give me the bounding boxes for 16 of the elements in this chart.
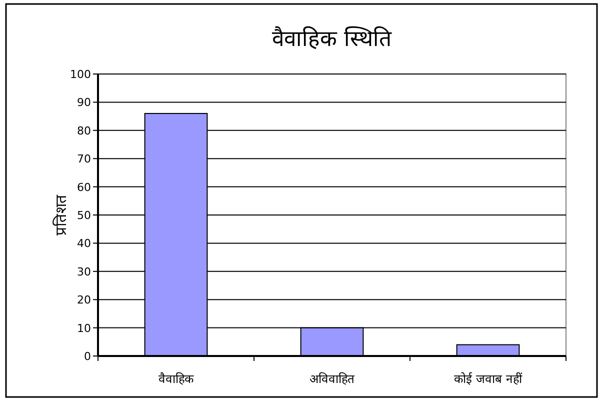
y-tick-label: 50 [77,209,91,222]
x-tick-label: अविवाहित [310,372,356,386]
y-tick-label: 30 [77,265,91,278]
y-axis-title: प्रतिशत [52,194,70,236]
y-tick-label: 80 [77,124,91,138]
y-tick-label: 20 [77,294,91,307]
x-tick-label: वैवाहिक [158,372,194,386]
y-tick-label: 70 [77,152,91,166]
y-tick-label: 90 [77,96,91,110]
y-tick-label: 60 [77,180,91,194]
y-tick-label: 100 [70,68,91,81]
chart-title: वैवाहिक स्थिति [272,26,392,52]
y-tick-label: 40 [77,237,91,250]
y-tick-label: 0 [84,350,91,363]
x-tick-label: कोई जवाब नहीं [454,372,523,386]
y-tick-label: 10 [77,322,91,335]
